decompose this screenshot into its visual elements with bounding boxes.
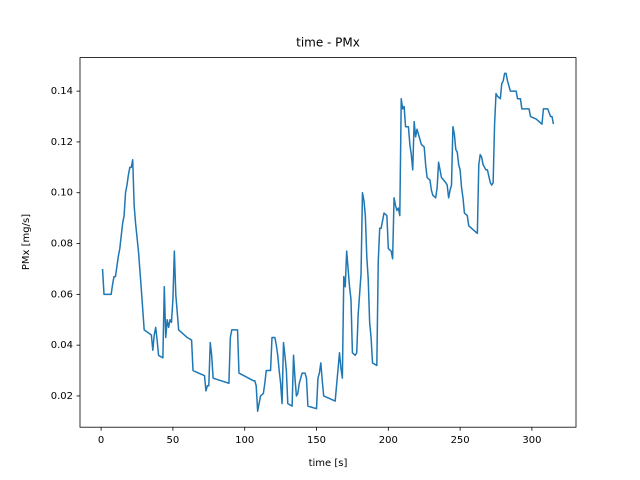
x-tick-label: 50: [167, 435, 180, 446]
x-tick-label: 250: [451, 435, 470, 446]
x-tick-label: 0: [98, 435, 104, 446]
x-axis-label: time [s]: [309, 458, 348, 469]
y-tick-label: 0.04: [51, 340, 73, 351]
x-tick-label: 100: [235, 435, 254, 446]
plot-frame: [79, 57, 577, 428]
y-axis-label: PMx [mg/s]: [21, 214, 32, 270]
x-tick-label: 200: [379, 435, 398, 446]
y-tick-label: 0.06: [51, 289, 73, 300]
y-tick-label: 0.14: [51, 86, 73, 97]
y-tick-label: 0.12: [51, 137, 73, 148]
x-tick-label: 150: [307, 435, 326, 446]
y-tick-label: 0.10: [51, 188, 73, 199]
chart-title: time - PMx: [296, 36, 360, 50]
y-tick-label: 0.02: [51, 391, 73, 402]
y-tick-label: 0.08: [51, 239, 73, 250]
data-line: [101, 72, 555, 412]
x-tick-label: 300: [522, 435, 541, 446]
